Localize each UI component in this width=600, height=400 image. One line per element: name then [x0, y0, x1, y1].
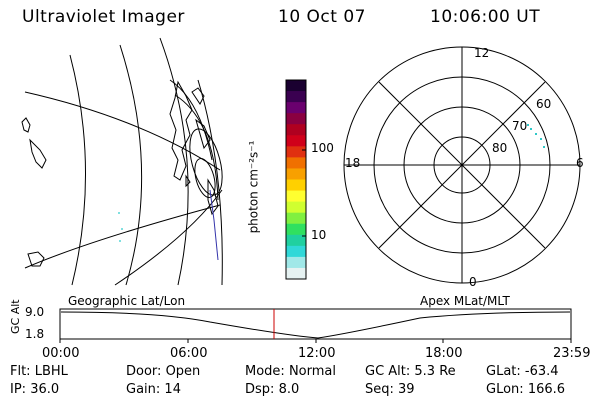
altitude-tick-high: 9.0	[25, 305, 45, 319]
colorbar-swatch	[286, 80, 306, 92]
colorbar-swatch	[286, 124, 306, 136]
instrument-title: Ultraviolet Imager	[22, 7, 185, 27]
status-seq: Seq: 39	[365, 382, 415, 397]
time-label: 10:06:00 UT	[430, 7, 541, 27]
colorbar-swatch	[286, 190, 306, 203]
colorbar-swatch	[286, 135, 306, 147]
status-door: Door: Open	[126, 364, 201, 379]
mlt-label-18: 18	[345, 156, 361, 170]
time-axis-label-2: 12:00	[298, 346, 336, 361]
colorbar-swatch	[286, 113, 306, 125]
colorbar-swatch	[286, 157, 306, 169]
mlat-label-80: 80	[492, 141, 508, 155]
time-axis-label-4: 23:59	[553, 346, 591, 361]
mlat-label-60: 60	[536, 97, 552, 111]
colorbar-swatch	[286, 201, 306, 214]
colorbar-tick-100: 100	[311, 141, 334, 155]
status-filter: Flt: LBHL	[10, 364, 68, 379]
colorbar-swatch	[286, 212, 306, 225]
date-label: 10 Oct 07	[278, 7, 366, 27]
colorbar-swatch	[286, 256, 306, 269]
altitude-tick-low: 1.8	[25, 327, 45, 341]
colorbar-tick-10: 10	[311, 228, 327, 242]
colorbar-swatch	[286, 267, 306, 280]
geographic-panel-label: Geographic Lat/Lon	[68, 294, 186, 308]
colorbar-swatch	[286, 168, 306, 180]
status-ip: IP: 36.0	[10, 382, 60, 397]
mlt-label-6: 6	[576, 156, 584, 170]
colorbar-swatch	[286, 223, 306, 236]
mlt-label-0: 0	[469, 275, 477, 289]
status-glon: GLon: 166.6	[486, 382, 566, 397]
status-glat: GLat: -63.4	[486, 364, 559, 379]
apex-panel-label: Apex MLat/MLT	[420, 294, 510, 308]
time-axis-label-3: 18:00	[425, 346, 463, 361]
mlt-label-12: 12	[474, 46, 490, 60]
time-axis-label-1: 06:00	[170, 346, 208, 361]
status-mode: Mode: Normal	[245, 364, 336, 379]
colorbar-swatch	[286, 102, 306, 114]
status-dsp: Dsp: 8.0	[245, 382, 300, 397]
colorbar-swatch	[286, 91, 306, 103]
colorbar-swatch	[286, 146, 306, 158]
altitude-axis-title: GC Alt	[9, 299, 22, 334]
colorbar-swatch	[286, 234, 306, 247]
colorbar-swatch	[286, 245, 306, 258]
colorbar-swatch	[286, 179, 306, 192]
time-axis-label-0: 00:00	[42, 346, 80, 361]
status-gc-alt: GC Alt: 5.3 Re	[365, 364, 456, 379]
status-gain: Gain: 14	[126, 382, 181, 397]
mlat-label-70: 70	[512, 119, 528, 133]
